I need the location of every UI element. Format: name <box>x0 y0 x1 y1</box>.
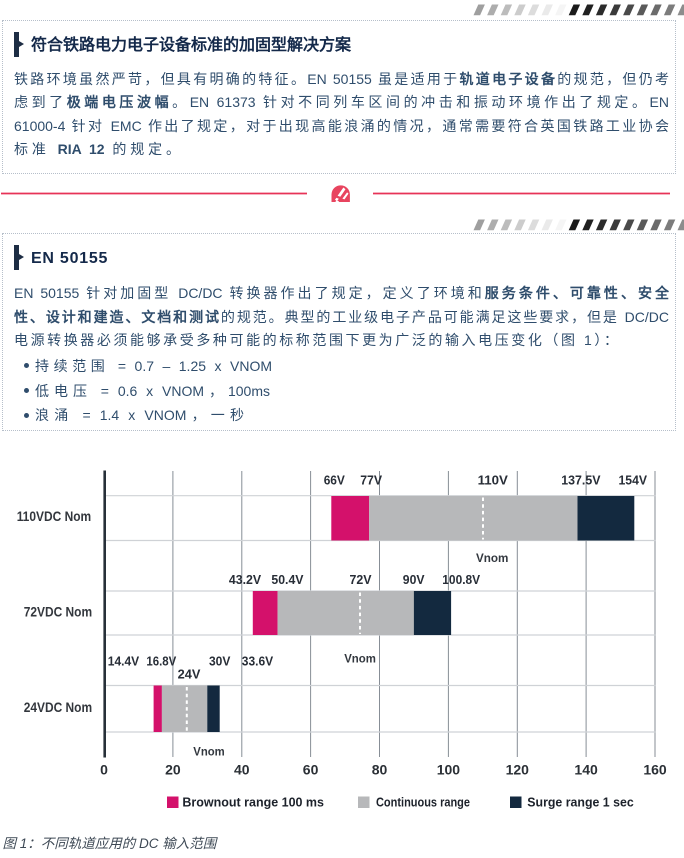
svg-text:30V: 30V <box>209 654 231 669</box>
svg-text:72V: 72V <box>350 572 372 587</box>
svg-text:20: 20 <box>165 761 181 777</box>
svg-text:0: 0 <box>100 761 108 777</box>
svg-text:77V: 77V <box>360 473 382 488</box>
svg-text:66V: 66V <box>324 473 345 488</box>
svg-text:43.2V: 43.2V <box>229 572 262 587</box>
svg-text:110V: 110V <box>478 473 509 488</box>
svg-text:Vnom: Vnom <box>344 652 376 666</box>
svg-text:Surge range 1 sec: Surge range 1 sec <box>527 796 633 810</box>
svg-text:100: 100 <box>437 761 461 777</box>
svg-text:24VDC Nom: 24VDC Nom <box>24 700 92 715</box>
svg-text:Vnom: Vnom <box>476 551 508 565</box>
svg-text:33.6V: 33.6V <box>242 654 274 669</box>
svg-text:110VDC Nom: 110VDC Nom <box>17 509 92 524</box>
svg-text:120: 120 <box>506 761 530 777</box>
svg-text:80: 80 <box>372 761 388 777</box>
svg-text:100.8V: 100.8V <box>442 572 480 587</box>
svg-text:40: 40 <box>234 761 250 777</box>
svg-text:Continuous range: Continuous range <box>376 796 470 810</box>
svg-text:90V: 90V <box>403 572 425 587</box>
svg-text:Vnom: Vnom <box>193 745 224 759</box>
svg-text:16.8V: 16.8V <box>146 654 176 669</box>
svg-text:14.4V: 14.4V <box>108 654 140 669</box>
svg-text:50.4V: 50.4V <box>271 572 303 587</box>
svg-text:72VDC Nom: 72VDC Nom <box>24 604 92 619</box>
svg-text:140: 140 <box>574 761 598 777</box>
svg-text:154V: 154V <box>619 473 648 488</box>
svg-text:137.5V: 137.5V <box>561 473 601 488</box>
svg-text:Brownout range 100 ms: Brownout range 100 ms <box>182 796 324 810</box>
svg-text:60: 60 <box>303 761 319 777</box>
svg-text:160: 160 <box>643 761 667 777</box>
svg-text:24V: 24V <box>178 667 201 682</box>
